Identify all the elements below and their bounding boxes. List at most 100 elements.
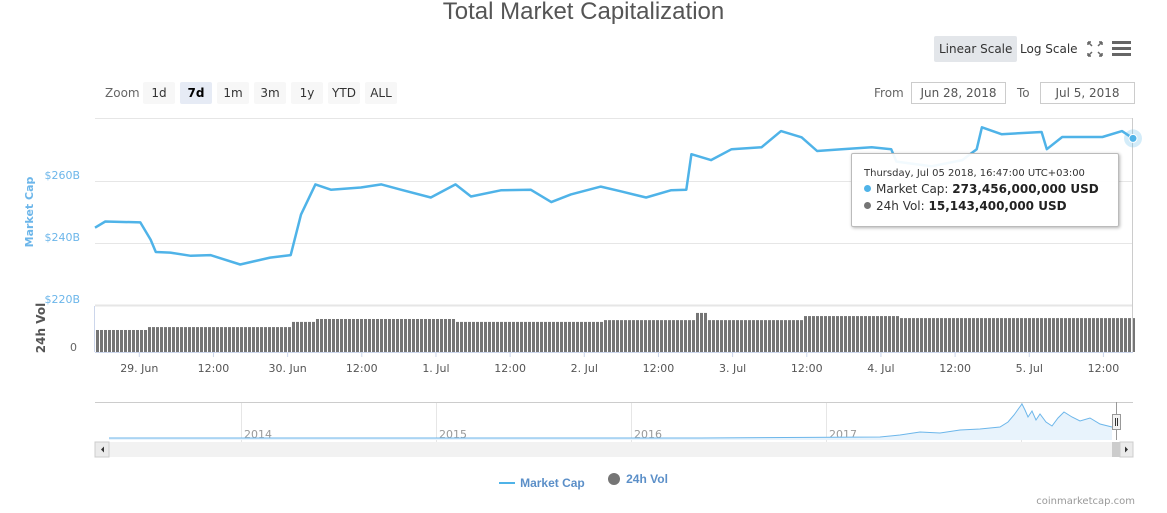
navigator[interactable]: 20142015201620172018 xyxy=(95,402,1133,442)
volume-bar xyxy=(516,321,519,352)
hamburger-menu-icon[interactable] xyxy=(1112,40,1131,56)
volume-bar xyxy=(948,318,951,352)
volume-bar xyxy=(980,318,983,352)
volume-bar xyxy=(336,318,339,352)
legend-item-volume[interactable]: 24h Vol xyxy=(608,472,668,486)
x-tick-label: 12:00 xyxy=(198,362,230,375)
linear-scale-button[interactable]: Linear Scale xyxy=(934,36,1018,62)
zoom-7d-button[interactable]: 7d xyxy=(180,82,212,104)
volume-bar xyxy=(596,321,599,352)
scrollbar-thumb[interactable] xyxy=(1112,442,1120,457)
volume-bar xyxy=(152,327,155,352)
zoom-ytd-button[interactable]: YTD xyxy=(328,82,360,104)
volume-bar xyxy=(840,316,843,352)
volume-bar xyxy=(784,320,787,352)
tooltip-market-cap: Market Cap: 273,456,000,000 USD xyxy=(864,182,1099,196)
volume-bar xyxy=(768,320,771,352)
volume-bar xyxy=(708,320,711,352)
scrollbar-track[interactable] xyxy=(95,442,1133,457)
volume-bar xyxy=(404,318,407,352)
legend-label: 24h Vol xyxy=(626,472,668,486)
navigator-handle[interactable] xyxy=(1112,414,1121,430)
volume-bar xyxy=(924,318,927,352)
volume-bar xyxy=(904,318,907,352)
x-tick-label: 1. Jul xyxy=(422,362,449,375)
volume-bar xyxy=(1124,318,1127,352)
volume-bar xyxy=(256,327,259,352)
volume-bar xyxy=(468,321,471,352)
volume-bar xyxy=(592,321,595,352)
volume-bar xyxy=(636,320,639,352)
volume-bar xyxy=(288,327,291,352)
volume-bar xyxy=(852,316,855,352)
volume-bar xyxy=(488,321,491,352)
volume-bar xyxy=(580,321,583,352)
volume-bar xyxy=(1084,318,1087,352)
volume-tick-label: 0 xyxy=(70,341,77,354)
volume-bar xyxy=(144,329,147,352)
volume-bar xyxy=(500,321,503,352)
zoom-3m-button[interactable]: 3m xyxy=(254,82,286,104)
volume-bar xyxy=(984,318,987,352)
volume-bar xyxy=(1024,318,1027,352)
scrollbar[interactable] xyxy=(94,441,1134,458)
volume-bar xyxy=(332,318,335,352)
volume-bar xyxy=(792,320,795,352)
volume-bar xyxy=(340,318,343,352)
legend-item-market-cap[interactable]: Market Cap xyxy=(499,476,585,490)
volume-bar xyxy=(936,318,939,352)
log-scale-button[interactable]: Log Scale xyxy=(1020,42,1078,56)
volume-bar xyxy=(1100,318,1103,352)
volume-bar xyxy=(544,321,547,352)
volume-bar xyxy=(476,321,479,352)
zoom-all-button[interactable]: ALL xyxy=(365,82,397,104)
volume-bar xyxy=(912,318,915,352)
volume-bars xyxy=(96,312,1135,352)
volume-bar xyxy=(328,318,331,352)
volume-bar xyxy=(532,321,535,352)
volume-bar xyxy=(944,318,947,352)
volume-bar xyxy=(800,320,803,352)
volume-bar xyxy=(464,321,467,352)
volume-bar xyxy=(216,327,219,352)
volume-bar xyxy=(632,320,635,352)
volume-bar xyxy=(220,327,223,352)
volume-bar xyxy=(920,318,923,352)
volume-bar xyxy=(1132,318,1135,352)
volume-bar xyxy=(584,321,587,352)
market-cap-line xyxy=(94,126,1134,266)
arrow-right-icon xyxy=(1125,446,1128,453)
volume-bar xyxy=(400,318,403,352)
from-date-input[interactable]: Jun 28, 2018 xyxy=(911,82,1006,104)
expand-arrows-icon[interactable] xyxy=(1087,41,1103,57)
volume-bar xyxy=(560,321,563,352)
volume-bar xyxy=(104,329,107,352)
volume-bar xyxy=(816,316,819,352)
volume-bar xyxy=(224,327,227,352)
volume-bar xyxy=(1096,318,1099,352)
volume-bar xyxy=(1052,318,1055,352)
volume-bar xyxy=(276,327,279,352)
volume-bar xyxy=(380,318,383,352)
volume-bar xyxy=(624,320,627,352)
credits-link[interactable]: coinmarketcap.com xyxy=(1036,496,1135,507)
to-date-input[interactable]: Jul 5, 2018 xyxy=(1040,82,1135,104)
x-tick-label: 12:00 xyxy=(346,362,378,375)
volume-bar xyxy=(356,318,359,352)
volume-bar xyxy=(612,320,615,352)
volume-bar xyxy=(824,316,827,352)
x-ticks: 29. Jun 12:00 30. Jun 12:00 1. Jul 12:00 2. Ju… xyxy=(120,352,1119,375)
volume-bar xyxy=(880,316,883,352)
volume-bar xyxy=(456,321,459,352)
volume-bar xyxy=(472,321,475,352)
volume-bar xyxy=(432,318,435,352)
volume-bar xyxy=(112,329,115,352)
volume-bar xyxy=(576,321,579,352)
volume-bar xyxy=(908,318,911,352)
zoom-1m-button[interactable]: 1m xyxy=(217,82,249,104)
volume-bar xyxy=(608,320,611,352)
zoom-1y-button[interactable]: 1y xyxy=(291,82,323,104)
zoom-1d-button[interactable]: 1d xyxy=(143,82,175,104)
volume-bar xyxy=(168,327,171,352)
